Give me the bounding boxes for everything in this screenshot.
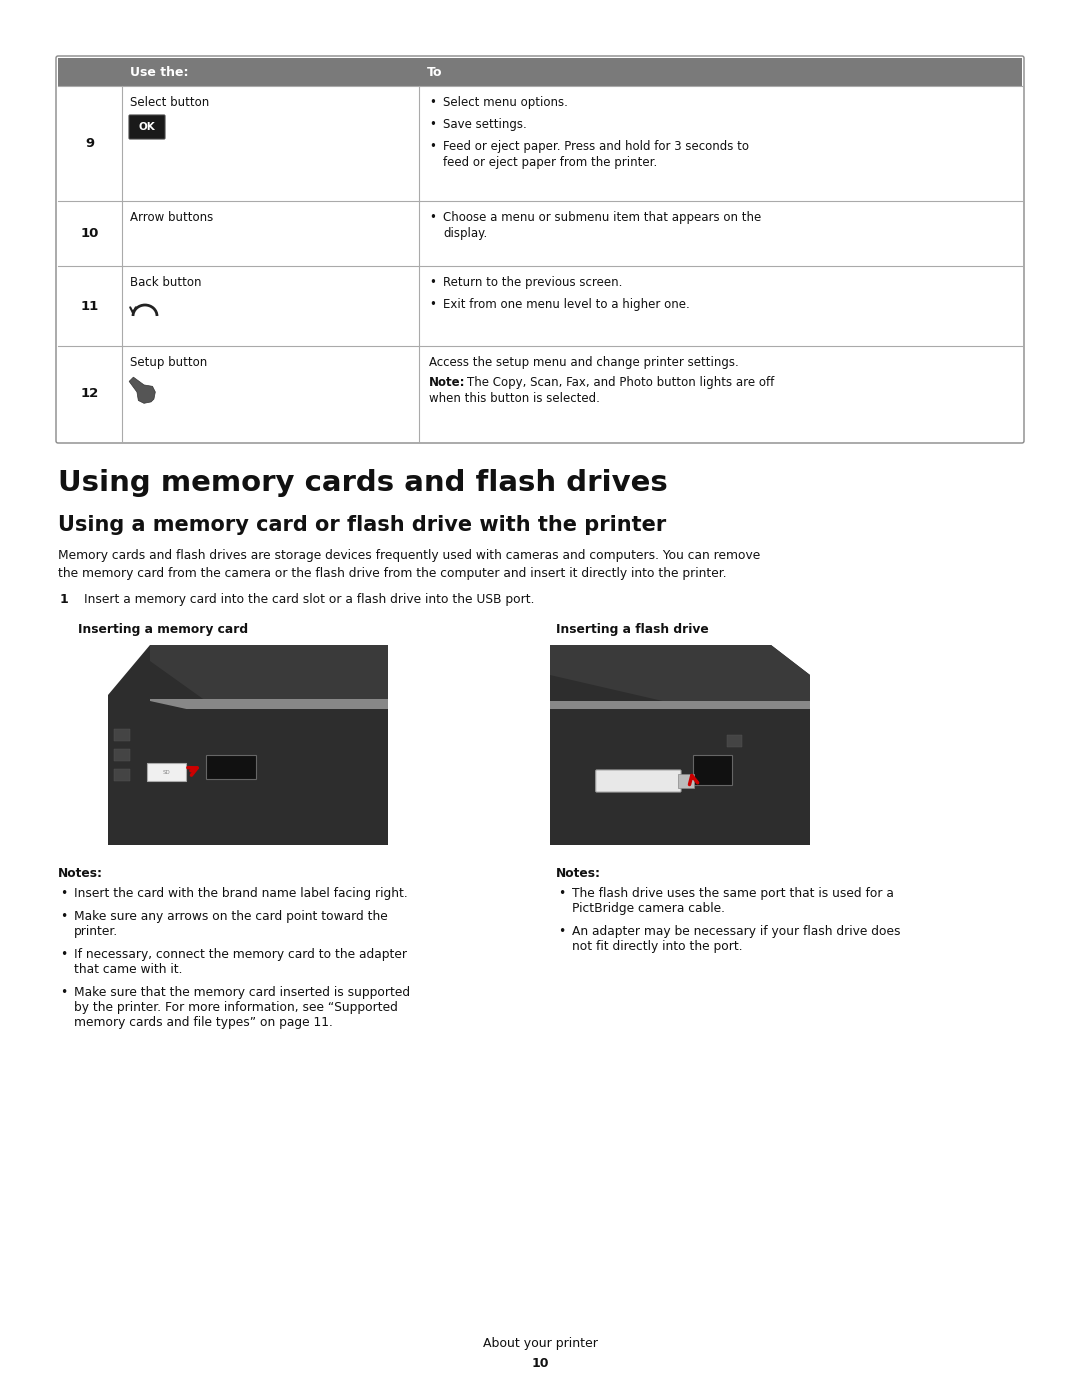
Text: printer.: printer.: [75, 925, 118, 937]
Text: Feed or eject paper. Press and hold for 3 seconds to: Feed or eject paper. Press and hold for …: [443, 140, 750, 154]
Text: that came with it.: that came with it.: [75, 963, 183, 977]
Text: display.: display.: [443, 226, 487, 240]
Text: Back button: Back button: [130, 277, 202, 289]
Text: Inserting a memory card: Inserting a memory card: [78, 623, 248, 636]
Text: •: •: [60, 949, 67, 961]
Bar: [113, 768, 131, 781]
Polygon shape: [550, 645, 810, 705]
Text: memory cards and file types” on page 11.: memory cards and file types” on page 11.: [75, 1016, 333, 1030]
Text: the memory card from the camera or the flash drive from the computer and insert : the memory card from the camera or the f…: [58, 567, 727, 580]
Bar: [147, 763, 187, 781]
Text: Inserting a flash drive: Inserting a flash drive: [556, 623, 708, 636]
Polygon shape: [150, 698, 388, 710]
Text: 10: 10: [81, 226, 99, 240]
Bar: [727, 735, 742, 747]
Text: feed or eject paper from the printer.: feed or eject paper from the printer.: [443, 156, 658, 169]
Text: The flash drive uses the same port that is used for a: The flash drive uses the same port that …: [572, 887, 894, 900]
Text: 10: 10: [531, 1356, 549, 1370]
Text: Memory cards and flash drives are storage devices frequently used with cameras a: Memory cards and flash drives are storag…: [58, 549, 760, 562]
Text: •: •: [60, 986, 67, 999]
Text: •: •: [429, 96, 436, 109]
Text: SD: SD: [163, 770, 171, 774]
Text: •: •: [558, 925, 565, 937]
Text: •: •: [429, 117, 436, 131]
FancyBboxPatch shape: [129, 115, 165, 138]
Text: Notes:: Notes:: [556, 868, 600, 880]
Polygon shape: [550, 701, 810, 710]
Text: Choose a menu or submenu item that appears on the: Choose a menu or submenu item that appea…: [443, 211, 761, 224]
Text: when this button is selected.: when this button is selected.: [429, 393, 599, 405]
Text: Save settings.: Save settings.: [443, 117, 527, 131]
Text: 12: 12: [81, 387, 99, 400]
Polygon shape: [150, 645, 388, 701]
Text: •: •: [429, 211, 436, 224]
Text: •: •: [429, 140, 436, 154]
Polygon shape: [550, 645, 810, 845]
Polygon shape: [108, 645, 388, 845]
Bar: [206, 754, 256, 780]
Text: Select button: Select button: [130, 96, 210, 109]
Bar: [113, 749, 131, 761]
Text: Exit from one menu level to a higher one.: Exit from one menu level to a higher one…: [443, 298, 690, 312]
Text: Arrow buttons: Arrow buttons: [130, 211, 213, 224]
Bar: [113, 729, 131, 740]
Text: Return to the previous screen.: Return to the previous screen.: [443, 277, 622, 289]
Text: Use the:: Use the:: [130, 66, 189, 78]
Text: To: To: [427, 66, 443, 78]
Text: Notes:: Notes:: [58, 868, 103, 880]
Text: About your printer: About your printer: [483, 1337, 597, 1350]
Text: Make sure that the memory card inserted is supported: Make sure that the memory card inserted …: [75, 986, 410, 999]
Text: Insert the card with the brand name label facing right.: Insert the card with the brand name labe…: [75, 887, 408, 900]
Text: 9: 9: [85, 137, 95, 149]
Text: Note:: Note:: [429, 376, 465, 388]
Text: •: •: [429, 277, 436, 289]
Text: PictBridge camera cable.: PictBridge camera cable.: [572, 902, 725, 915]
Text: Using memory cards and flash drives: Using memory cards and flash drives: [58, 469, 667, 497]
Text: •: •: [60, 909, 67, 923]
Text: 11: 11: [81, 299, 99, 313]
Text: •: •: [429, 298, 436, 312]
Text: 1: 1: [60, 592, 69, 606]
Text: Setup button: Setup button: [130, 356, 207, 369]
Text: The Copy, Scan, Fax, and Photo button lights are off: The Copy, Scan, Fax, and Photo button li…: [467, 376, 774, 388]
Text: Using a memory card or flash drive with the printer: Using a memory card or flash drive with …: [58, 515, 666, 535]
FancyBboxPatch shape: [596, 770, 681, 792]
Text: OK: OK: [138, 122, 156, 131]
Bar: [678, 774, 693, 788]
Text: An adapter may be necessary if your flash drive does: An adapter may be necessary if your flas…: [572, 925, 901, 937]
Text: Insert a memory card into the card slot or a flash drive into the USB port.: Insert a memory card into the card slot …: [84, 592, 535, 606]
Text: •: •: [60, 887, 67, 900]
Text: Select menu options.: Select menu options.: [443, 96, 568, 109]
Polygon shape: [130, 377, 156, 404]
Text: Make sure any arrows on the card point toward the: Make sure any arrows on the card point t…: [75, 909, 388, 923]
Bar: [693, 754, 732, 785]
Text: •: •: [558, 887, 565, 900]
Text: by the printer. For more information, see “Supported: by the printer. For more information, se…: [75, 1002, 397, 1014]
Bar: [58, 59, 1022, 87]
Text: If necessary, connect the memory card to the adapter: If necessary, connect the memory card to…: [75, 949, 407, 961]
Text: Access the setup menu and change printer settings.: Access the setup menu and change printer…: [429, 356, 739, 369]
Text: not fit directly into the port.: not fit directly into the port.: [572, 940, 743, 953]
